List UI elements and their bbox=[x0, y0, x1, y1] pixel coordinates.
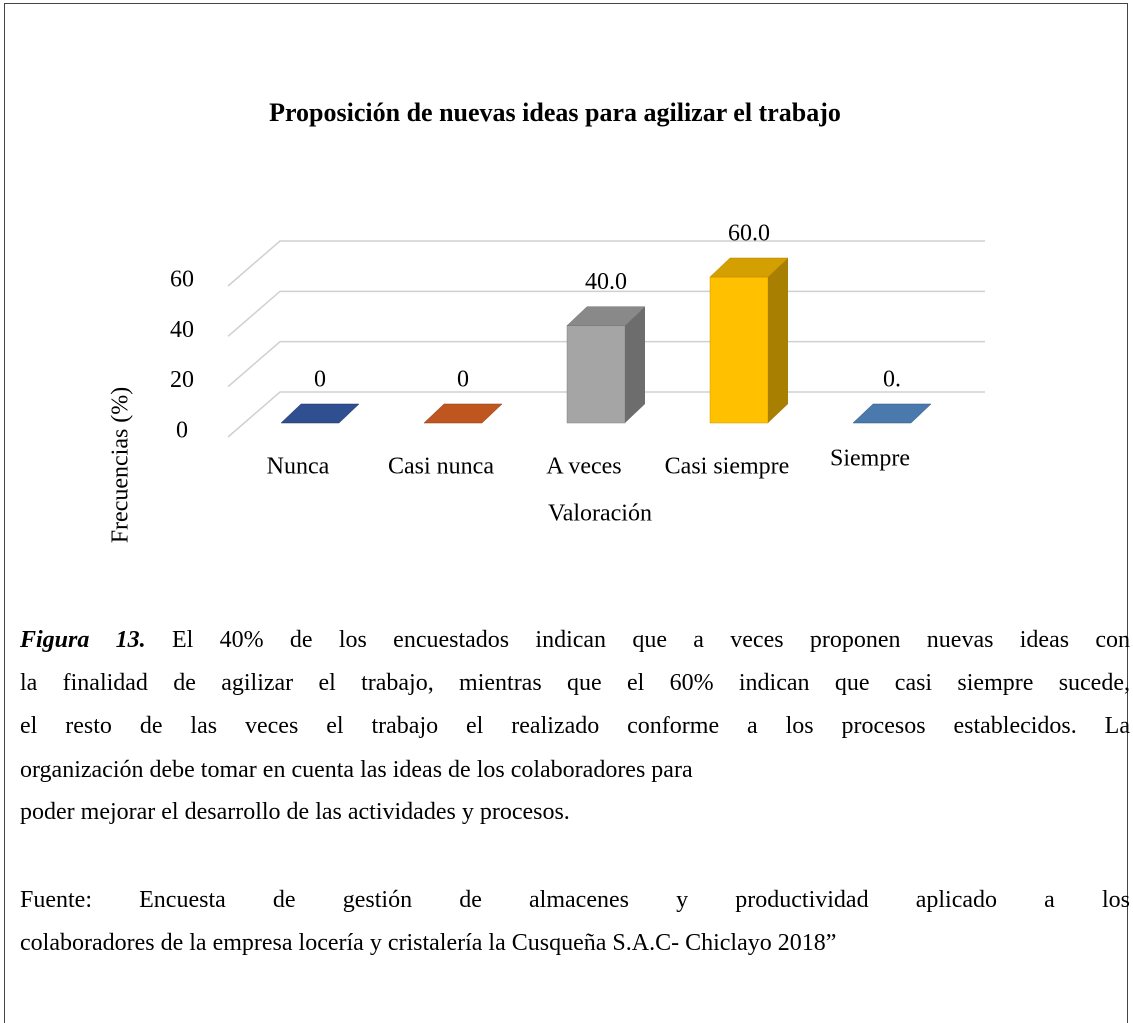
bar-front bbox=[709, 276, 769, 424]
x-axis-title: Valoración bbox=[548, 501, 652, 527]
caption-text: El 40% de los encuestados indican que a … bbox=[171, 627, 1131, 653]
x-tick-label: Nunca bbox=[267, 454, 330, 480]
caption-line: la finalidad de agilizar el trabajo, mie… bbox=[20, 670, 1130, 696]
caption-line: el resto de las veces el trabajo el real… bbox=[20, 713, 1130, 739]
bar-side bbox=[625, 306, 645, 423]
grid-line bbox=[227, 240, 985, 287]
value-label: 40.0 bbox=[585, 269, 627, 295]
caption-label: Figura 13. bbox=[20, 627, 146, 653]
value-label: 0 bbox=[314, 367, 326, 393]
x-tick-label: Casi siempre bbox=[665, 454, 790, 480]
x-tick-label: Casi nunca bbox=[388, 454, 494, 480]
bar-front bbox=[566, 325, 626, 424]
y-tick-label: 20 bbox=[170, 367, 194, 393]
source-line: colaboradores de la empresa locería y cr… bbox=[20, 930, 837, 956]
x-tick-label: A veces bbox=[546, 454, 621, 480]
y-axis-title: Frecuencias (%) bbox=[108, 387, 134, 544]
bar-top bbox=[852, 403, 932, 424]
caption-line: organización debe tomar en cuenta las id… bbox=[20, 757, 693, 783]
caption-line: poder mejorar el desarrollo de las activ… bbox=[20, 799, 570, 825]
frame bbox=[4, 3, 1128, 1023]
bar-side bbox=[768, 258, 788, 423]
bar-top bbox=[280, 403, 360, 424]
bar-top bbox=[423, 403, 503, 424]
value-label: 60.0 bbox=[728, 221, 770, 247]
y-tick-label: 60 bbox=[170, 267, 194, 293]
value-label: 0. bbox=[883, 367, 901, 393]
y-tick-label: 0 bbox=[176, 418, 188, 444]
bar-top bbox=[566, 306, 646, 326]
y-tick-label: 40 bbox=[170, 317, 194, 343]
bar-top bbox=[709, 257, 789, 278]
chart-title: Proposición de nuevas ideas para agiliza… bbox=[269, 98, 841, 127]
x-tick-label: Siempre bbox=[830, 446, 910, 472]
value-label: 0 bbox=[457, 367, 469, 393]
caption-line: Figura 13. El 40% de los encuestados ind… bbox=[20, 625, 1130, 655]
source-line: Fuente: Encuesta de gestión de almacenes… bbox=[20, 887, 1130, 913]
